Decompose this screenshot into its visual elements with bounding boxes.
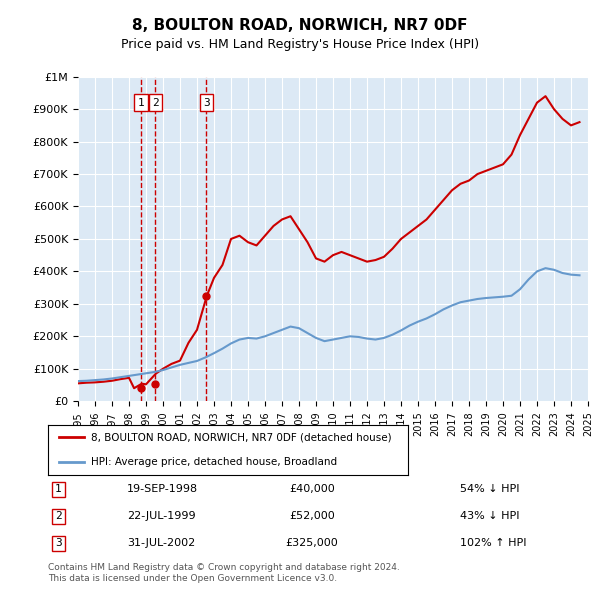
Text: Contains HM Land Registry data © Crown copyright and database right 2024.
This d: Contains HM Land Registry data © Crown c… <box>48 563 400 583</box>
Text: Price paid vs. HM Land Registry's House Price Index (HPI): Price paid vs. HM Land Registry's House … <box>121 38 479 51</box>
Text: 54% ↓ HPI: 54% ↓ HPI <box>460 484 520 494</box>
Text: 2: 2 <box>55 512 62 522</box>
Text: 19-SEP-1998: 19-SEP-1998 <box>127 484 199 494</box>
Text: 8, BOULTON ROAD, NORWICH, NR7 0DF (detached house): 8, BOULTON ROAD, NORWICH, NR7 0DF (detac… <box>91 432 392 442</box>
Text: 1: 1 <box>55 484 62 494</box>
Text: 8, BOULTON ROAD, NORWICH, NR7 0DF: 8, BOULTON ROAD, NORWICH, NR7 0DF <box>132 18 468 32</box>
Text: 43% ↓ HPI: 43% ↓ HPI <box>460 512 520 522</box>
Text: £325,000: £325,000 <box>286 539 338 549</box>
Text: £52,000: £52,000 <box>289 512 335 522</box>
Text: 3: 3 <box>55 539 62 549</box>
Text: 3: 3 <box>203 98 209 107</box>
Text: £40,000: £40,000 <box>289 484 335 494</box>
Text: 22-JUL-1999: 22-JUL-1999 <box>127 512 196 522</box>
Text: 2: 2 <box>152 98 158 107</box>
Text: 31-JUL-2002: 31-JUL-2002 <box>127 539 196 549</box>
Text: HPI: Average price, detached house, Broadland: HPI: Average price, detached house, Broa… <box>91 457 337 467</box>
Text: 102% ↑ HPI: 102% ↑ HPI <box>460 539 526 549</box>
Text: 1: 1 <box>137 98 145 107</box>
